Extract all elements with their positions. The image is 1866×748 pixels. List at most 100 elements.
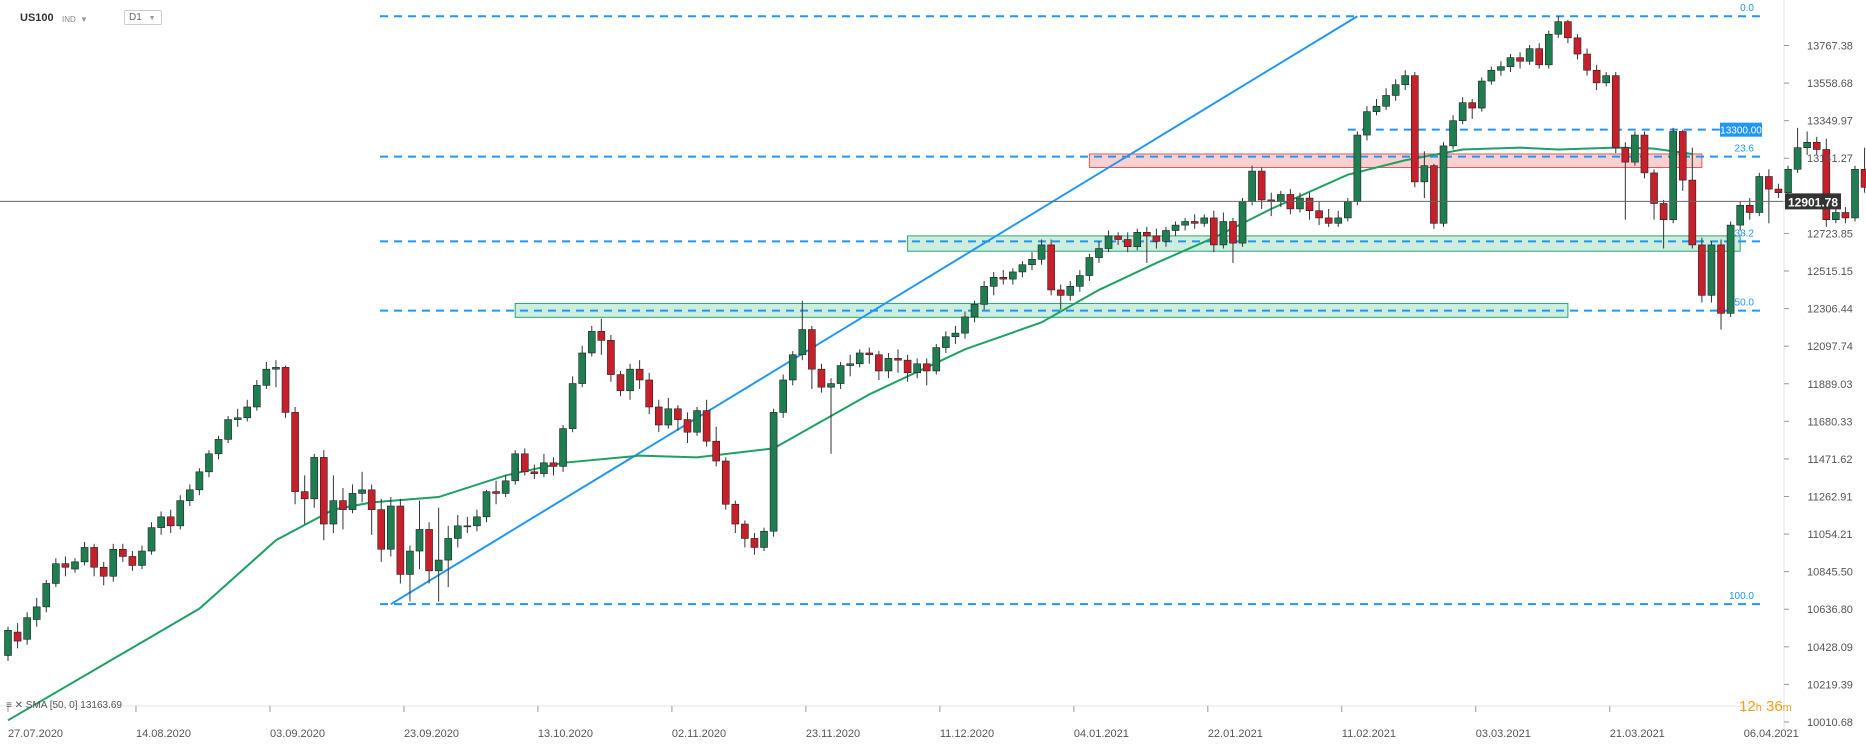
instrument-type-badge: IND	[62, 15, 76, 24]
candle-body	[1152, 235, 1161, 242]
candle-body	[166, 516, 175, 527]
candle-body	[626, 368, 634, 392]
candle-body	[23, 617, 31, 640]
candle-body	[310, 457, 319, 500]
candle-body	[788, 354, 797, 381]
candle-body	[463, 525, 472, 528]
candle-body	[1554, 21, 1563, 35]
y-tick-label: 12306.44	[1807, 304, 1853, 316]
x-tick-label: 11.12.2020	[940, 728, 994, 740]
candle-body	[367, 489, 376, 510]
x-tick-label: 27.07.2020	[8, 728, 63, 740]
candle-body	[578, 352, 587, 384]
candle-body	[1009, 271, 1017, 280]
candle-body	[262, 368, 271, 386]
candle-body	[205, 453, 213, 473]
indicator-close-icon[interactable]: ✕	[14, 700, 24, 711]
candle-body	[1248, 170, 1256, 202]
support-zone-1	[907, 235, 1741, 252]
candle-body	[233, 417, 242, 420]
candle-body	[1430, 165, 1438, 224]
candle-body	[970, 304, 979, 318]
candle-body	[855, 352, 864, 365]
timeframe-select[interactable]: D1 ▼	[124, 10, 162, 25]
candle-body	[1803, 141, 1811, 148]
candle-body	[1602, 75, 1610, 84]
candle-body	[214, 439, 223, 455]
candle-body	[253, 385, 261, 408]
candle-body	[1123, 239, 1132, 248]
countdown-hours-unit: h	[1755, 702, 1762, 714]
candle-body	[712, 440, 720, 462]
candle-body	[147, 527, 156, 552]
candle-body	[750, 538, 759, 548]
x-tick-label: 13.10.2020	[538, 728, 593, 740]
candle-body	[329, 500, 338, 525]
candle-body	[836, 365, 845, 384]
sma-legend[interactable]: ≡ ✕ SMA [50, 0] 13163.69	[6, 700, 122, 711]
candle-body	[827, 383, 835, 388]
candle-body	[396, 505, 405, 575]
candle-body	[176, 500, 185, 527]
y-tick-label: 11262.91	[1807, 492, 1852, 504]
candle-body	[453, 525, 462, 539]
candle-body	[1391, 84, 1400, 96]
candle-body	[865, 352, 874, 356]
candle-body	[109, 548, 118, 577]
fib-level-label-0: 0.0	[1740, 3, 1754, 14]
candle-body	[1219, 221, 1228, 246]
candle-body	[741, 523, 749, 539]
candle-body	[482, 491, 491, 518]
candle-body	[1200, 217, 1209, 224]
candle-body	[894, 358, 902, 361]
x-tick-label: 21.03.2021	[1610, 728, 1665, 740]
candle-body	[1028, 259, 1036, 266]
fib-level-label-1: 23.6	[1735, 144, 1755, 155]
candle-body	[1592, 69, 1601, 84]
candle-body	[1822, 149, 1831, 221]
candle-body	[1449, 120, 1457, 147]
candle-body	[1171, 224, 1180, 231]
candle-countdown: 12h 36m	[1739, 698, 1792, 715]
candle-body	[377, 509, 386, 550]
candle-body	[1143, 232, 1151, 237]
candle-body	[434, 559, 443, 572]
candle-body	[674, 408, 682, 420]
candle-body	[846, 363, 854, 366]
x-tick-label: 06.04.2021	[1744, 728, 1799, 740]
candle-body	[1382, 95, 1390, 107]
candle-body	[386, 505, 395, 550]
candle-body	[1076, 275, 1084, 287]
candle-body	[1315, 210, 1323, 219]
candle-body	[817, 368, 826, 388]
timeframe-label: D1	[129, 12, 142, 23]
sma-line	[7, 146, 1693, 722]
y-tick-label: 10428.09	[1807, 642, 1853, 654]
candle-body	[291, 412, 299, 492]
candle-body	[903, 359, 912, 374]
x-tick-label: 04.01.2021	[1074, 728, 1129, 740]
candle-body	[961, 316, 969, 334]
candle-body	[186, 489, 194, 501]
candle-body	[635, 368, 644, 381]
y-tick-label: 11680.33	[1807, 416, 1852, 428]
indicator-menu-icon[interactable]: ≡	[6, 700, 12, 711]
x-tick-label: 23.09.2020	[404, 728, 459, 740]
candle-body	[875, 354, 883, 372]
y-tick-label: 12723.85	[1807, 228, 1853, 240]
candle-body	[1678, 131, 1687, 181]
candle-body	[1420, 165, 1429, 183]
candle-body	[243, 406, 252, 419]
candle-body	[32, 606, 41, 620]
candle-body	[1363, 111, 1371, 136]
candle-body	[300, 491, 309, 500]
candle-body	[1650, 172, 1658, 204]
candle-body	[1669, 131, 1677, 221]
candle-body	[1238, 201, 1247, 244]
y-tick-label: 13558.68	[1807, 78, 1853, 90]
candle-body	[530, 471, 539, 474]
symbol-dropdown-icon[interactable]: ▼	[80, 15, 88, 24]
candle-body	[779, 379, 787, 413]
candle-body	[568, 383, 577, 429]
